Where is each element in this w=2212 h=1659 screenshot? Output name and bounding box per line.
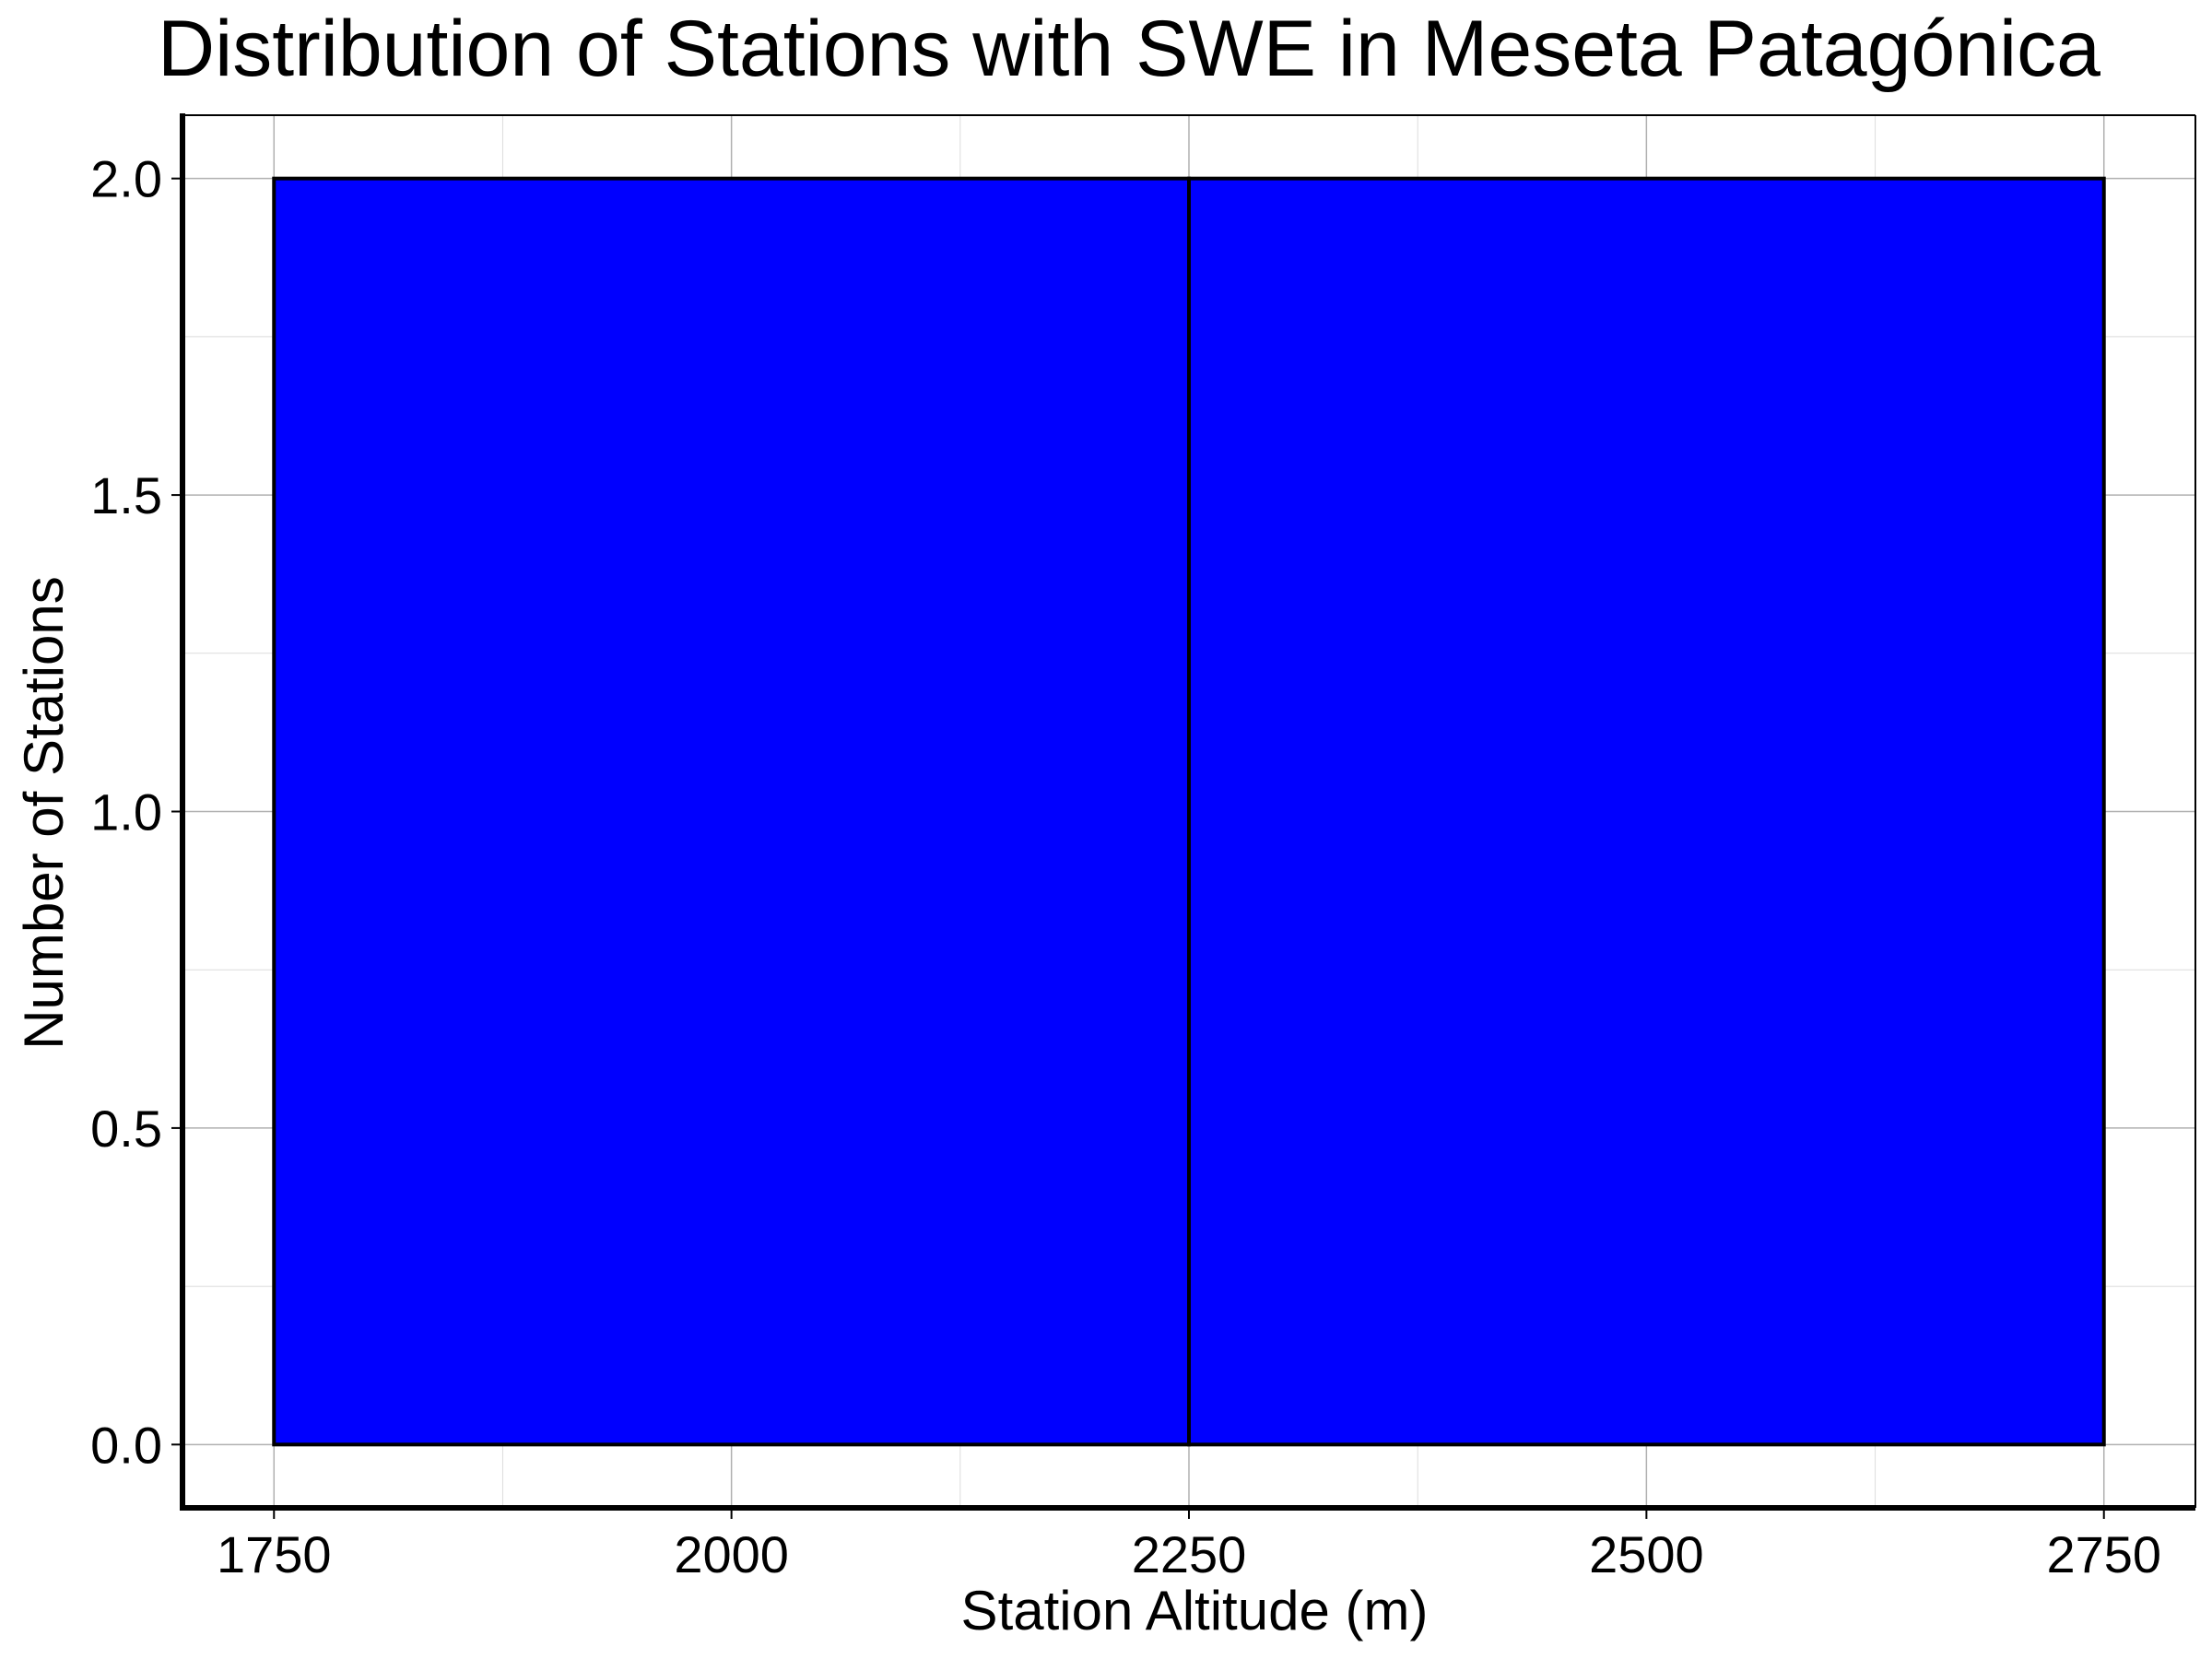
bars bbox=[272, 176, 2106, 1447]
y-tick-label: 2.0 bbox=[90, 150, 162, 208]
x-tick-label: 2500 bbox=[1589, 1525, 1704, 1583]
y-tick-label: 1.5 bbox=[90, 466, 162, 524]
y-tick-label: 0.0 bbox=[90, 1416, 162, 1474]
y-tick-label: 0.5 bbox=[90, 1100, 162, 1158]
x-tick-label: 2000 bbox=[674, 1525, 789, 1583]
y-tick-label: 1.0 bbox=[90, 783, 162, 841]
x-axis-label: Station Altitude (m) bbox=[961, 1580, 1429, 1641]
tick-labels: 1750 2000 2250 2500 2750 0.0 0.5 1.0 1.5 2.0 bbox=[90, 150, 2161, 1583]
histogram-bar bbox=[1187, 176, 2106, 1447]
x-tick-label: 1750 bbox=[217, 1525, 332, 1583]
x-tick-label: 2750 bbox=[2046, 1525, 2161, 1583]
histogram-bar bbox=[272, 176, 1192, 1447]
axes bbox=[171, 113, 2196, 1519]
y-axis-label: Number of Stations bbox=[13, 576, 75, 1050]
chart-title: Distribution of Stations with SWE in Mes… bbox=[158, 5, 2100, 93]
x-tick-label: 2250 bbox=[1132, 1525, 1247, 1583]
